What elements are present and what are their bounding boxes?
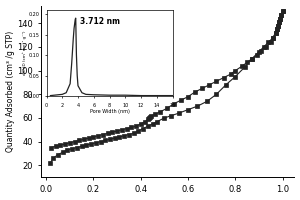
Text: 3.712 nm: 3.712 nm: [80, 17, 120, 26]
Y-axis label: Quantity Adsorbed (cm³ /g STP): Quantity Adsorbed (cm³ /g STP): [6, 31, 15, 152]
X-axis label: Pore Width (nm): Pore Width (nm): [90, 109, 129, 114]
Y-axis label: dV/dD (cm³ nm⁻¹ g⁻¹): dV/dD (cm³ nm⁻¹ g⁻¹): [23, 31, 27, 75]
